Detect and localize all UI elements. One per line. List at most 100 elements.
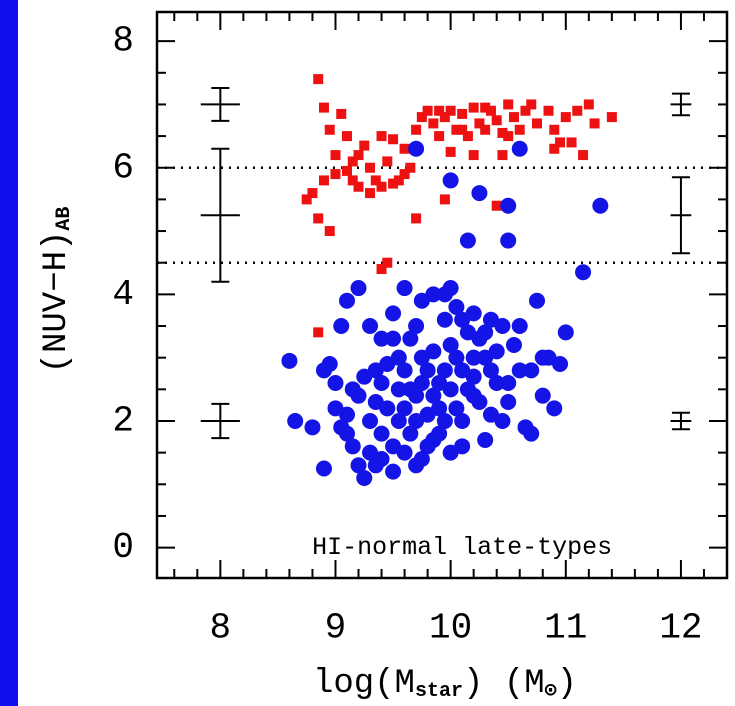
point (408, 140, 425, 157)
point (471, 330, 488, 347)
point (365, 188, 376, 199)
point (546, 400, 563, 417)
point (505, 337, 522, 354)
point (511, 362, 528, 379)
point (503, 99, 514, 110)
point (436, 412, 453, 429)
point (388, 178, 399, 189)
point (454, 412, 471, 429)
x-tick-label: 9 (325, 608, 347, 649)
point (359, 140, 370, 151)
point (592, 197, 609, 214)
point (534, 349, 551, 366)
point (442, 172, 459, 189)
point (344, 381, 361, 398)
point (315, 460, 332, 477)
point (503, 131, 514, 142)
point (445, 105, 456, 116)
point (520, 105, 531, 116)
point (523, 425, 540, 442)
point (500, 232, 517, 249)
point (390, 349, 407, 366)
point (408, 318, 425, 335)
point (385, 330, 402, 347)
point (431, 375, 448, 392)
y-axis-label-sub: AB (53, 207, 76, 231)
point (529, 292, 545, 309)
x-tick-label: 8 (210, 608, 232, 649)
point (448, 299, 465, 316)
point (396, 400, 413, 417)
point (382, 156, 393, 167)
point (385, 305, 402, 322)
point (557, 324, 574, 341)
point (307, 188, 318, 199)
point (578, 150, 589, 161)
point (405, 162, 416, 173)
point (324, 226, 335, 237)
point (315, 362, 332, 379)
point (436, 311, 453, 328)
x-axis-label-part: log(M (313, 665, 415, 703)
point (606, 112, 617, 123)
point (301, 194, 312, 205)
point (575, 264, 592, 281)
point (511, 318, 528, 335)
point (457, 124, 468, 135)
y-tick-label: 2 (112, 401, 134, 442)
point (434, 105, 445, 116)
point (425, 286, 442, 303)
point (344, 438, 361, 455)
point (353, 181, 364, 192)
x-axis-label-part: ) (557, 665, 577, 703)
x-axis-label-sub: star (415, 680, 463, 703)
point (327, 375, 344, 392)
point (480, 102, 491, 113)
y-tick-label: 0 (112, 527, 134, 568)
point (465, 305, 482, 322)
point (376, 264, 387, 275)
point (436, 362, 453, 379)
point (347, 175, 358, 186)
x-tick-label: 10 (429, 608, 472, 649)
point (589, 118, 600, 129)
point (330, 150, 341, 161)
point (500, 375, 517, 392)
point (376, 181, 387, 192)
y-tick-label: 8 (112, 21, 134, 62)
point (494, 412, 511, 429)
point (396, 362, 413, 379)
point (462, 131, 473, 142)
y-tick-label: 4 (112, 274, 134, 315)
point (382, 257, 393, 268)
point (402, 330, 419, 347)
point (313, 327, 324, 338)
point (485, 105, 496, 116)
point (373, 375, 390, 392)
point (342, 165, 352, 176)
point (336, 108, 347, 119)
point (367, 457, 384, 474)
point (356, 368, 373, 385)
point (304, 419, 321, 436)
point (488, 375, 505, 392)
point (281, 352, 298, 369)
point (416, 112, 427, 123)
point (350, 280, 367, 297)
point (408, 387, 425, 404)
point (327, 400, 344, 417)
point (532, 118, 542, 129)
point (480, 124, 491, 135)
x-tick-label: 11 (544, 608, 587, 649)
point (330, 169, 341, 180)
point (419, 406, 436, 423)
point (425, 387, 442, 404)
point (428, 118, 439, 129)
point (500, 197, 517, 214)
point (566, 137, 577, 148)
point (396, 280, 413, 297)
point (434, 131, 445, 142)
point (373, 330, 390, 347)
point (411, 213, 422, 224)
